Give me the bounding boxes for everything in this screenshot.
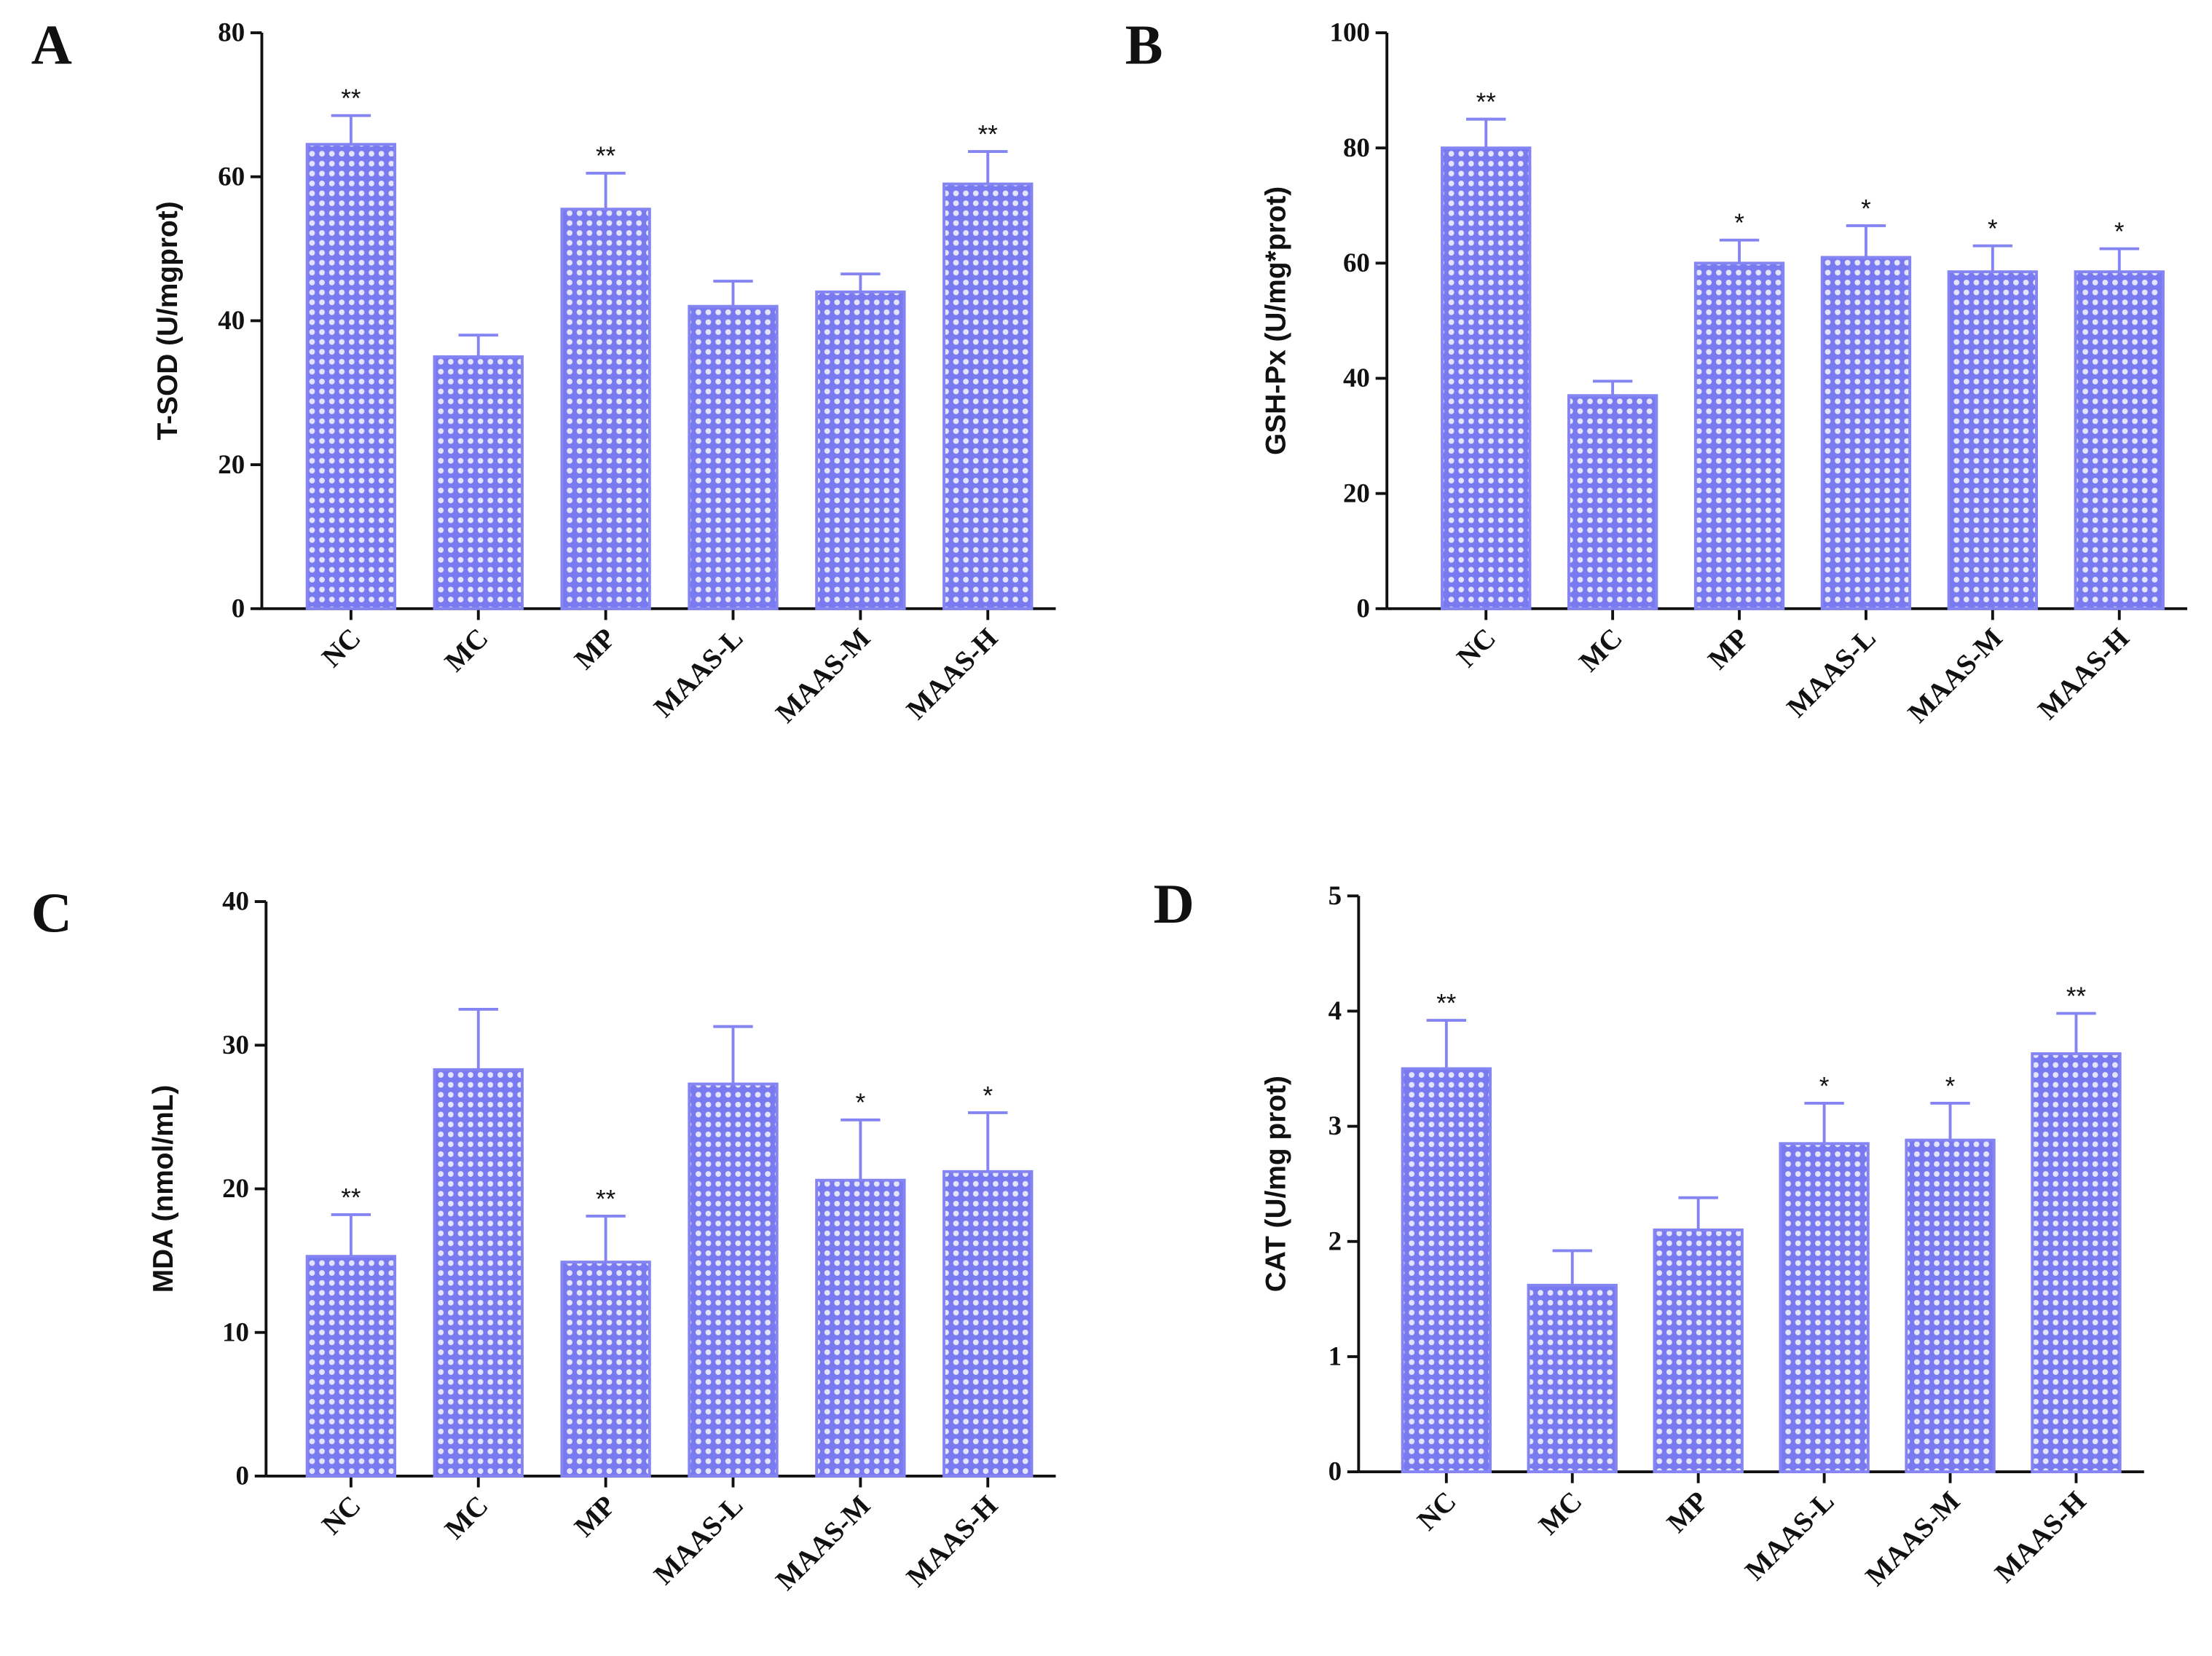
bar [942, 182, 1034, 610]
bar [1820, 256, 1912, 610]
y-axis-label: MDA (nmol/mL) [148, 1085, 179, 1293]
x-tick-label: MAAS-H [1989, 1486, 2093, 1589]
x-tick-label: NC [316, 623, 367, 674]
bar [1441, 146, 1532, 610]
bar [305, 1255, 397, 1478]
x-tick-label: NC [1412, 1486, 1463, 1537]
y-tick-label: 100 [1330, 17, 1370, 47]
bar [1653, 1229, 1744, 1474]
bar [942, 1170, 1034, 1478]
y-tick-label: 20 [1343, 478, 1370, 508]
y-tick-label: 0 [232, 593, 245, 623]
bar [815, 290, 906, 610]
significance: * [2114, 218, 2125, 246]
bar [560, 208, 651, 610]
x-tick-label: MC [1532, 1486, 1588, 1541]
significance: * [1861, 194, 1871, 223]
y-tick-label: 60 [1343, 248, 1370, 277]
bar [1779, 1142, 1870, 1474]
bar [1947, 270, 2039, 610]
y-tick-label: 10 [222, 1317, 249, 1347]
significance: * [1734, 209, 1744, 237]
significance: ** [341, 1183, 361, 1212]
bar [1527, 1283, 1618, 1474]
y-axis-label: T-SOD (U/mgprot) [152, 201, 184, 440]
bar [2031, 1052, 2122, 1474]
x-tick-label: MP [1661, 1486, 1714, 1539]
x-tick-label: MP [568, 1490, 621, 1543]
x-tick-label: MAAS-L [1739, 1486, 1841, 1587]
x-tick-label: MAAS-H [2032, 623, 2136, 726]
bar [688, 304, 779, 610]
x-tick-label: MC [438, 623, 494, 678]
x-tick-label: MC [1573, 623, 1629, 678]
x-tick-label: MAAS-M [770, 1490, 876, 1596]
x-tick-label: MP [1702, 623, 1755, 676]
bar [815, 1178, 906, 1478]
x-tick-label: MAAS-L [648, 1490, 749, 1591]
significance: ** [341, 84, 361, 113]
y-tick-label: 80 [218, 17, 245, 47]
y-tick-label: 0 [1356, 593, 1369, 623]
significance: * [1819, 1072, 1830, 1100]
x-tick-label: MAAS-M [770, 623, 876, 729]
y-tick-label: 40 [222, 886, 249, 916]
bar [1693, 261, 1785, 610]
y-tick-label: 60 [218, 161, 245, 191]
bar [560, 1261, 651, 1478]
y-tick-label: 1 [1329, 1341, 1342, 1371]
x-tick-label: MAAS-M [1859, 1486, 1966, 1592]
significance: ** [978, 120, 999, 149]
x-tick-label: MAAS-L [648, 623, 749, 724]
x-tick-label: NC [1451, 623, 1502, 674]
bar [305, 143, 397, 610]
panel-label: A [31, 14, 72, 76]
x-tick-label: NC [316, 1490, 367, 1541]
bar [433, 1068, 524, 1478]
y-tick-label: 4 [1329, 995, 1342, 1025]
significance: ** [1436, 989, 1457, 1017]
significance: ** [596, 142, 616, 170]
panel-label: C [31, 881, 72, 944]
significance: ** [2066, 982, 2087, 1011]
x-tick-label: MAAS-L [1781, 623, 1882, 724]
x-tick-label: MAAS-H [900, 1490, 1004, 1593]
y-tick-label: 20 [222, 1173, 249, 1203]
bar [1905, 1138, 1996, 1474]
bar [433, 355, 524, 610]
significance: * [1988, 215, 1998, 243]
y-tick-label: 40 [218, 305, 245, 335]
bar [1401, 1067, 1492, 1474]
y-axis-label: CAT (U/mg prot) [1260, 1076, 1291, 1292]
significance: * [856, 1089, 866, 1117]
panel-label: D [1154, 872, 1194, 935]
panel-label: B [1125, 14, 1163, 76]
y-tick-label: 80 [1343, 133, 1370, 162]
y-tick-label: 20 [218, 449, 245, 479]
significance: ** [1476, 88, 1497, 117]
x-tick-label: MAAS-M [1902, 623, 2008, 729]
y-tick-label: 5 [1329, 880, 1342, 910]
y-tick-label: 0 [236, 1461, 249, 1491]
bar [2074, 270, 2165, 610]
x-tick-label: MP [568, 623, 621, 676]
y-tick-label: 40 [1343, 363, 1370, 393]
significance: * [1945, 1072, 1956, 1100]
bar [688, 1082, 779, 1478]
y-tick-label: 3 [1329, 1111, 1342, 1140]
x-tick-label: MC [438, 1490, 494, 1545]
y-tick-label: 0 [1329, 1456, 1342, 1486]
y-tick-label: 2 [1329, 1226, 1342, 1255]
significance: * [983, 1081, 993, 1110]
y-tick-label: 30 [222, 1030, 249, 1060]
bar [1567, 394, 1658, 610]
x-tick-label: MAAS-H [900, 623, 1004, 726]
significance: ** [596, 1185, 616, 1213]
y-axis-label: GSH-Px (U/mg*prot) [1260, 186, 1291, 455]
